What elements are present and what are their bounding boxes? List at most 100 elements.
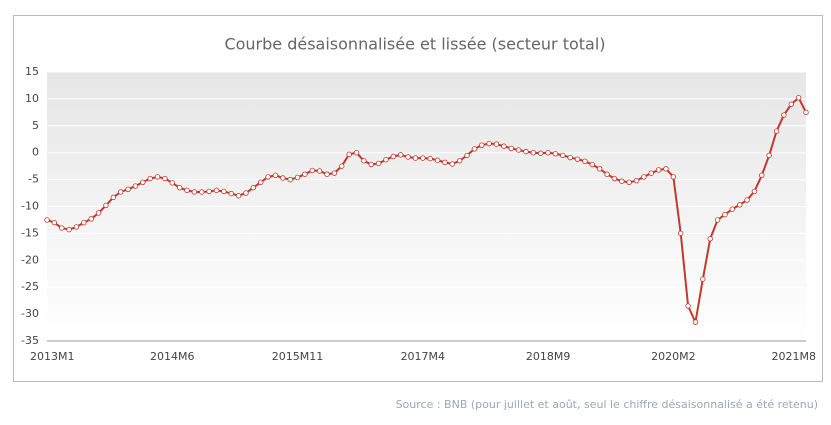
data-point [420, 155, 426, 161]
x-tick-label: 2013M1 [30, 350, 74, 363]
data-point [582, 158, 588, 165]
y-tick-label: -30 [21, 307, 39, 320]
data-point [154, 174, 161, 180]
y-tick-label: -10 [21, 200, 39, 213]
data-point [626, 179, 632, 185]
data-point [199, 189, 205, 195]
data-point [655, 167, 662, 173]
data-point [736, 202, 743, 208]
data-point [339, 163, 345, 169]
data-point [803, 109, 809, 116]
data-point [66, 226, 72, 233]
data-point [324, 171, 330, 177]
data-point [619, 178, 625, 184]
data-point [501, 143, 507, 149]
data-point [191, 189, 198, 195]
data-point [228, 190, 234, 197]
data-point [243, 190, 249, 196]
data-point [685, 303, 691, 309]
data-point [722, 211, 728, 218]
y-tick-label: -5 [28, 173, 39, 186]
data-point [110, 194, 117, 201]
y-tick-label: 15 [25, 65, 39, 78]
data-point [375, 160, 382, 167]
data-point [51, 219, 58, 226]
data-point [434, 157, 441, 163]
data-point [692, 319, 699, 325]
data-point [405, 154, 411, 160]
data-point [633, 177, 640, 184]
data-point [331, 170, 338, 176]
data-point [88, 216, 94, 222]
data-point [545, 149, 551, 156]
data-point [700, 276, 706, 282]
data-point [560, 152, 566, 159]
data-point [265, 174, 271, 180]
chart-title: Courbe désaisonnalisée et lissée (secteu… [224, 35, 605, 54]
data-point [353, 149, 360, 156]
x-tick-label: 2020M2 [651, 350, 695, 363]
data-point [464, 152, 470, 159]
data-point [596, 166, 603, 172]
data-point [368, 161, 374, 168]
y-tick-label: -15 [21, 226, 39, 239]
data-point [280, 175, 286, 181]
data-point [302, 171, 308, 177]
data-point [552, 151, 559, 157]
data-point [795, 95, 802, 101]
data-point [169, 180, 175, 186]
x-tick-label: 2014M6 [150, 350, 194, 363]
data-point [523, 148, 529, 155]
data-point [125, 186, 131, 192]
data-point [383, 156, 389, 163]
data-point [390, 153, 397, 160]
data-point [471, 146, 478, 152]
data-point [486, 140, 492, 147]
data-point [162, 175, 168, 182]
source-note: Source : BNB (pour juillet et août, seul… [396, 398, 818, 411]
data-point [538, 150, 544, 156]
y-tick-label: 0 [32, 146, 39, 159]
data-point [103, 202, 109, 209]
data-point [257, 179, 264, 185]
y-tick-label: -25 [21, 280, 39, 293]
data-point [250, 184, 257, 191]
data-point [574, 156, 581, 162]
x-tick-label: 2015M11 [272, 350, 323, 363]
data-point [759, 172, 765, 178]
data-point [707, 236, 713, 242]
data-point [604, 171, 610, 177]
data-point [206, 188, 212, 195]
data-point [346, 151, 352, 158]
data-point [272, 172, 279, 178]
data-point [773, 128, 780, 134]
x-tick-label: 2018M9 [526, 350, 570, 363]
data-point [751, 188, 758, 195]
y-tick-label: -35 [21, 334, 39, 347]
data-point [648, 170, 654, 176]
data-point [398, 152, 404, 158]
data-point [744, 197, 750, 203]
data-point [309, 167, 315, 174]
data-point [479, 142, 485, 148]
y-tick-label: -20 [21, 253, 39, 266]
data-point [316, 168, 323, 174]
data-point [641, 174, 647, 180]
data-point [132, 183, 139, 189]
data-point [221, 188, 227, 195]
data-point [449, 161, 455, 167]
y-tick-label: 10 [25, 92, 39, 105]
data-point [44, 217, 50, 223]
data-point [59, 225, 65, 231]
data-point [287, 176, 293, 183]
data-point [493, 141, 500, 147]
data-point [361, 158, 367, 164]
y-tick-label: 5 [32, 119, 39, 132]
data-point [147, 175, 153, 182]
data-point [235, 193, 242, 199]
data-point [567, 154, 573, 161]
data-point [176, 184, 183, 191]
data-point [456, 158, 463, 164]
data-point [611, 175, 618, 182]
